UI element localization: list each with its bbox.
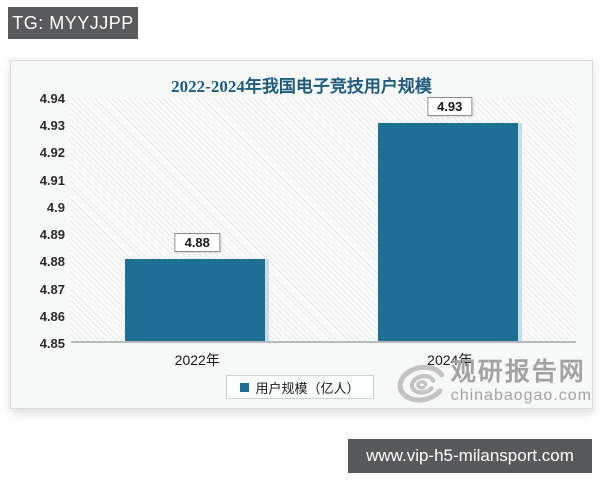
bar [377, 123, 522, 341]
y-tick-label: 4.88 [39, 254, 65, 270]
y-tick-label: 4.86 [39, 308, 65, 324]
plot-area [71, 98, 576, 343]
bar [125, 259, 270, 341]
chart-title: 2022-2024年我国电子竞技用户规模 [171, 77, 432, 96]
x-tick-label: 2022年 [174, 352, 220, 368]
tg-badge-label: TG: MYYJJPP [12, 12, 134, 33]
y-tick-label: 4.89 [39, 227, 65, 243]
y-tick-label: 4.87 [39, 281, 65, 297]
legend-label: 用户规模（亿人） [255, 380, 360, 396]
y-tick-label: 4.9 [46, 199, 65, 215]
y-tick-label: 4.91 [39, 172, 65, 188]
y-tick-label: 4.93 [39, 118, 65, 134]
legend-swatch-icon [240, 382, 250, 392]
legend: 用户规模（亿人） [226, 375, 374, 399]
y-tick-label: 4.94 [39, 91, 65, 106]
chart-card: 2022-2024年我国电子竞技用户规模 4.94 4.93 4.92 4.91 4.9… [10, 60, 593, 409]
bar-value-label: 4.93 [427, 97, 473, 117]
y-tick-label: 4.85 [39, 336, 65, 351]
footer-url-bar: www.vip-h5-milansport.com [348, 439, 592, 473]
y-tick-label: 4.92 [39, 145, 65, 161]
footer-url-text: www.vip-h5-milansport.com [366, 446, 574, 465]
x-tick-label: 2024年 [427, 352, 473, 368]
bar-value-label: 4.88 [174, 233, 220, 253]
tg-badge: TG: MYYJJPP [8, 7, 138, 39]
